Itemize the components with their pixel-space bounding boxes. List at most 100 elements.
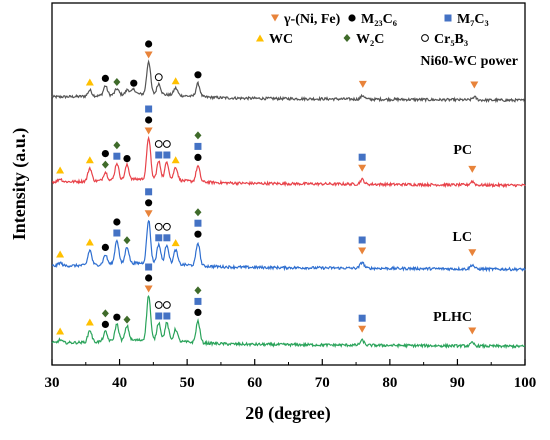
series-label: PC — [453, 143, 472, 158]
circle-filled-marker — [145, 274, 153, 282]
triangle-down-marker — [470, 81, 479, 89]
triangle-up-marker — [56, 166, 65, 174]
triangle-up-marker — [56, 327, 65, 335]
circle-filled-marker — [194, 230, 202, 238]
circle-filled-marker — [123, 155, 131, 163]
series-line-lc — [51, 219, 526, 273]
square-marker — [113, 152, 121, 160]
series-line-pc — [52, 135, 526, 189]
x-tick-label: 90 — [450, 375, 465, 391]
triangle-up-marker — [85, 78, 94, 86]
circle-filled-marker — [194, 71, 202, 79]
circle-open-marker — [154, 140, 163, 148]
triangle-up-marker — [171, 156, 180, 164]
square-marker — [444, 14, 452, 22]
x-axis-title: 2θ (degree) — [245, 403, 331, 424]
series-label: PLHC — [433, 310, 472, 325]
circle-filled-marker — [348, 14, 356, 22]
triangle-up-marker — [85, 156, 94, 164]
triangle-up-marker — [171, 77, 180, 85]
square-marker — [145, 188, 153, 196]
circle-filled-marker — [113, 218, 121, 226]
x-tick-label: 60 — [247, 375, 262, 391]
triangle-down-marker — [358, 247, 367, 255]
square-marker — [358, 153, 366, 161]
triangle-down-marker — [144, 210, 153, 218]
series-label: LC — [453, 230, 472, 245]
legend-label: M₇C₃ — [457, 12, 489, 27]
circle-filled-marker — [145, 116, 153, 124]
legend-label: M₂₃C₆ — [361, 12, 397, 27]
triangle-down-marker — [468, 327, 477, 335]
series-layer: Ni60-WC power PC LC PLHC — [51, 54, 526, 350]
square-marker — [145, 263, 153, 271]
triangle-up-marker — [85, 318, 94, 326]
diamond-marker — [123, 315, 131, 324]
square-marker — [194, 297, 202, 305]
circle-open-marker — [154, 73, 163, 82]
circle-open-marker — [154, 222, 163, 231]
triangle-up-marker — [56, 250, 65, 258]
circle-filled-marker — [113, 313, 121, 321]
circle-open-marker — [162, 140, 171, 148]
circle-open-marker — [162, 301, 171, 309]
square-marker — [163, 151, 171, 159]
square-marker — [194, 219, 202, 227]
triangle-down-marker — [144, 51, 153, 59]
legend-label: W₂C — [356, 32, 384, 47]
circle-filled-marker — [101, 150, 109, 158]
circle-filled-marker — [194, 308, 202, 316]
marker-layer — [56, 40, 479, 335]
legend-label: Cr₅B₃ — [434, 32, 468, 47]
square-marker — [155, 151, 163, 159]
diamond-marker — [194, 208, 202, 217]
triangle-up-marker — [171, 239, 180, 247]
triangle-down-marker — [271, 14, 279, 22]
diamond-marker — [343, 34, 351, 42]
square-marker — [358, 314, 366, 322]
x-tick-label: 100 — [514, 375, 537, 391]
triangle-down-marker — [358, 80, 367, 88]
triangle-down-marker — [144, 285, 153, 293]
diamond-marker — [101, 160, 109, 169]
square-marker — [194, 142, 202, 150]
triangle-down-marker — [468, 165, 477, 173]
x-tick-label: 50 — [180, 375, 195, 391]
circle-filled-marker — [145, 199, 153, 207]
diamond-marker — [113, 78, 121, 86]
square-marker — [145, 105, 153, 113]
diamond-marker — [123, 236, 131, 245]
square-marker — [163, 234, 171, 242]
legend-label: γ-(Ni, Fe) — [283, 12, 341, 27]
x-tick-label: 80 — [382, 375, 397, 391]
circle-filled-marker — [101, 320, 109, 328]
series-label: Ni60-WC power — [420, 54, 518, 69]
triangle-up-marker — [256, 34, 264, 42]
triangle-down-marker — [468, 249, 477, 257]
circle-open-marker — [162, 222, 171, 231]
x-tick-label: 40 — [112, 375, 127, 391]
legend-label: WC — [269, 32, 293, 47]
triangle-down-marker — [358, 325, 367, 333]
x-axis: 30 40 50 60 70 80 90 100 — [45, 359, 537, 391]
triangle-down-marker — [144, 127, 153, 135]
circle-filled-marker — [101, 243, 109, 251]
x-tick-label: 30 — [45, 375, 60, 391]
circle-filled-marker — [145, 40, 153, 48]
circle-filled-marker — [130, 79, 138, 87]
diamond-marker — [194, 286, 202, 295]
series-line-plhc — [51, 294, 526, 350]
circle-open-marker — [154, 301, 163, 309]
square-marker — [358, 236, 366, 244]
square-marker — [155, 234, 163, 242]
triangle-up-marker — [85, 238, 94, 246]
square-marker — [155, 312, 163, 320]
square-marker — [113, 229, 121, 237]
triangle-down-marker — [358, 164, 367, 172]
x-tick-label: 70 — [315, 375, 330, 391]
square-marker — [163, 312, 171, 320]
legend: γ-(Ni, Fe) M₂₃C₆ M₇C₃ WC W₂C Cr₅B₃ — [256, 12, 489, 47]
diamond-marker — [113, 141, 121, 150]
circle-filled-marker — [101, 74, 109, 82]
